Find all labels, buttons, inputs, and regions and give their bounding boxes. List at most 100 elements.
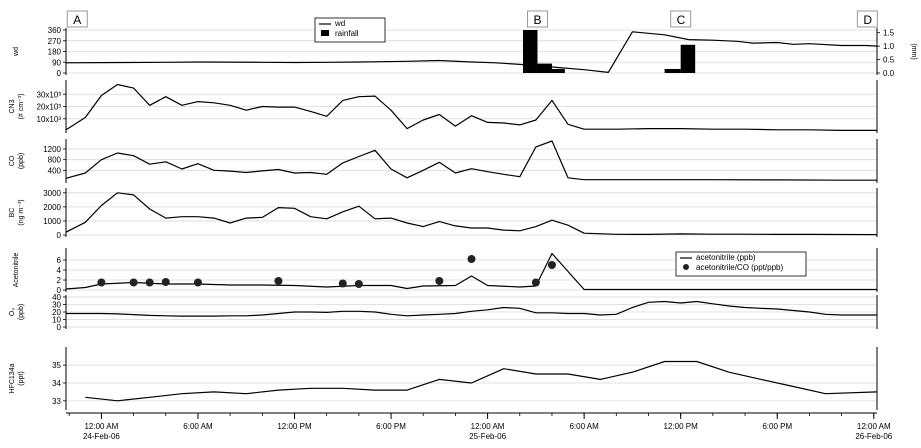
y-axis-label: Acetonitrile (13, 253, 20, 288)
y-axis-label: O₃ (9, 308, 16, 316)
y-tick-label: 180 (48, 48, 62, 57)
y-tick-label: 33 (52, 397, 61, 406)
y-tick-label: 30x10³ (37, 90, 62, 99)
y-tick-label: 40 (52, 293, 61, 302)
ratio-point (467, 255, 476, 263)
right-tick-label: 0.0 (883, 69, 895, 78)
y-tick-label: 10 (52, 316, 61, 325)
y-tick-label: 0 (57, 69, 62, 78)
x-date-label: 24-Feb-06 (83, 432, 120, 441)
y-tick-label: 1000 (43, 217, 61, 226)
ratio-point (547, 261, 556, 269)
marker-label-a: A (73, 13, 81, 27)
ratio-point (193, 278, 202, 287)
y-tick-label: 6 (57, 256, 62, 265)
y-tick-label: 2000 (43, 203, 61, 212)
x-tick-label: 12:00 AM (857, 422, 891, 431)
x-date-label: 25-Feb-06 (469, 432, 506, 441)
y-tick-label: 34 (52, 379, 61, 388)
x-tick-label: 12:00 AM (471, 422, 505, 431)
marker-label-d: D (863, 13, 872, 27)
y-axis-label: (# cm⁻³) (18, 94, 25, 120)
y-axis-label: (ppb) (18, 153, 25, 169)
rainfall-bar (551, 68, 565, 73)
y-tick-label: 270 (48, 37, 62, 46)
series-line-bc (65, 192, 878, 236)
y-tick-label: 3000 (43, 189, 61, 198)
y-tick-label: 4 (57, 266, 62, 275)
y-axis-label: wd (13, 47, 20, 57)
y-axis-label: (ppt) (18, 371, 25, 385)
x-date-label: 26-Feb-06 (855, 432, 892, 441)
y-tick-label: 2 (57, 276, 62, 285)
ratio-point (161, 278, 170, 286)
y-tick-label: 0 (57, 323, 62, 332)
y-tick-label: 35 (52, 361, 61, 370)
rainfall-bar (680, 44, 696, 73)
series-line-o3 (66, 300, 877, 317)
y-tick-label: 360 (48, 26, 62, 35)
panel-3: 3000 2000 1000 0 BC (ng m⁻³) (9, 188, 878, 240)
y-axis-label: CN3 (9, 99, 16, 113)
y-axis-label: (ppb) (18, 304, 25, 320)
legend-label: wd (334, 19, 345, 28)
y-axis-label: (ng m⁻³) (18, 199, 25, 225)
x-tick-label: 6:00 AM (183, 422, 213, 431)
marker-box (670, 10, 692, 28)
ratio-point (338, 279, 347, 288)
y-tick-label: 30 (52, 301, 61, 310)
series-line-cn3 (65, 83, 877, 131)
panel-1: 30x10³ 20x10³ 10x10³ CN3 (# cm⁻³) (9, 80, 878, 133)
ratio-point (129, 278, 138, 287)
y-axis-label: CO (9, 155, 16, 166)
right-tick-label: 1.5 (883, 29, 895, 38)
y-axis-label: HFC134a (9, 363, 16, 393)
legend: acetonitrile (ppb)acetonitrile/CO (ppt/p… (675, 251, 807, 277)
x-tick-label: 6:00 AM (569, 422, 599, 431)
rainfall-bar (522, 30, 538, 73)
right-tick-label: 0.5 (883, 56, 895, 65)
legend-label: acetonitrile/CO (ppt/ppb) (696, 263, 783, 272)
marker-label-c: C (677, 13, 686, 27)
marker-box (526, 10, 548, 28)
right-axis-label: (mm) (910, 43, 917, 59)
y-tick-label: 10x10³ (37, 115, 62, 124)
y-tick-label: 1200 (43, 145, 61, 154)
marker-label-b: B (533, 13, 541, 27)
marker-box (66, 10, 88, 28)
y-tick-label: 20 (52, 308, 61, 317)
legend-label: rainfall (335, 29, 359, 38)
x-tick-label: 12:00 AM (84, 422, 118, 431)
ratio-point (145, 278, 154, 287)
y-tick-label: 400 (48, 166, 62, 175)
legend-swatch-dot (683, 264, 689, 270)
x-tick-label: 12:00 PM (664, 422, 699, 431)
series-line-co (65, 140, 877, 181)
legend-box (675, 251, 807, 277)
ratio-point (354, 280, 363, 288)
y-tick-label: 800 (48, 156, 62, 165)
y-tick-label: 20x10³ (37, 103, 62, 112)
ratio-point (97, 278, 106, 287)
ratio-point (274, 277, 283, 285)
ratio-point (435, 277, 444, 285)
y-tick-label: 0 (57, 231, 62, 240)
series-line-wd (65, 31, 878, 73)
rainfall-bar (664, 68, 681, 73)
legend-swatch-bar (321, 30, 329, 36)
y-tick-label: 0 (57, 286, 62, 295)
panel-markers: A B C D (66, 10, 878, 28)
marker-box (856, 10, 878, 28)
panel-6: 35 34 33 HFC134a (ppt) (9, 347, 878, 410)
legend-label: acetonitrile (ppb) (696, 253, 756, 262)
rainfall-bar (537, 63, 552, 73)
y-axis-label: BC (9, 208, 16, 218)
right-tick-label: 1.0 (883, 42, 895, 51)
